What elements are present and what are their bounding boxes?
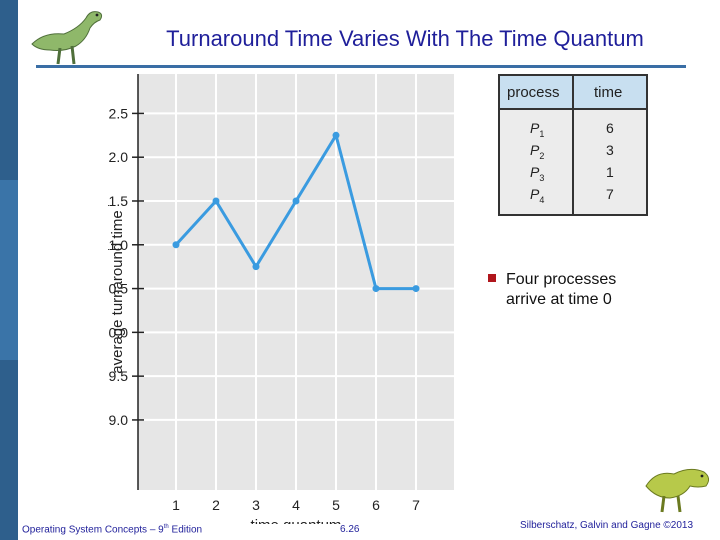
time-column-header: time <box>594 84 623 101</box>
y-tick-label: 12.5 <box>108 105 128 121</box>
process-time: 3 <box>606 142 614 158</box>
y-tick-label: 9.5 <box>109 368 129 384</box>
y-tick-label: 9.0 <box>109 412 129 428</box>
y-tick-label: 11.5 <box>108 193 128 209</box>
slide-sidebar <box>0 0 18 540</box>
data-point <box>412 285 420 293</box>
x-tick-label: 6 <box>372 497 380 513</box>
sidebar-segment <box>0 180 18 360</box>
process-table-divider <box>572 76 574 214</box>
bullet-point: Four processes arrive at time 0 <box>488 270 616 310</box>
x-axis-label: time quantum <box>251 517 342 524</box>
chart-svg: 9.0 9.5 10.0 10.5 11.0 11.5 12.0 12.5 1 2 3 4 5 6 7 tim… <box>101 74 454 534</box>
y-tick-label: 10.5 <box>108 281 128 297</box>
bullet-square-icon <box>488 274 496 282</box>
y-axis-label: average turnaround time <box>109 210 126 373</box>
process-name: P1 <box>530 120 545 139</box>
footer-authors: Silberschatz, Galvin and Gagne ©2013 <box>520 520 694 531</box>
process-time: 1 <box>606 164 614 180</box>
dinosaur-logo-icon <box>31 11 103 65</box>
bullet-text-line: arrive at time 0 <box>506 291 612 308</box>
y-tick-label: 12.0 <box>108 149 128 165</box>
process-name: P2 <box>530 142 545 161</box>
footer-book-title: Operating System Concepts – 9th Edition <box>22 524 203 536</box>
data-point <box>332 131 340 139</box>
data-point <box>372 285 380 293</box>
x-tick-label: 1 <box>172 497 180 513</box>
dinosaur-logo-icon <box>645 468 710 513</box>
process-table: process time P1 6 P2 3 P3 1 P4 7 <box>498 74 648 216</box>
turnaround-chart: 9.0 9.5 10.0 10.5 11.0 11.5 12.0 12.5 1 2 3 4 5 6 7 tim… <box>101 74 468 534</box>
process-column-header: process <box>507 84 560 101</box>
data-point <box>292 197 300 205</box>
slide-title: Turnaround Time Varies With The Time Qua… <box>166 26 644 51</box>
x-tick-label: 3 <box>252 497 260 513</box>
x-tick-label: 2 <box>212 497 220 513</box>
x-tick-label: 4 <box>292 497 300 513</box>
bullet-text-line: Four processes <box>506 271 617 288</box>
data-point <box>252 263 260 271</box>
process-time: 6 <box>606 120 614 136</box>
process-name: P4 <box>530 186 545 205</box>
data-point <box>212 197 220 205</box>
x-tick-label: 5 <box>332 497 340 513</box>
process-name: P3 <box>530 164 545 183</box>
sidebar-segment <box>0 0 18 180</box>
y-tick-label: 10.0 <box>108 324 128 340</box>
x-tick-label: 7 <box>412 497 420 513</box>
footer-page-number: 6.26 <box>340 524 360 535</box>
data-point <box>172 241 180 249</box>
y-tick-label: 11.0 <box>108 237 128 253</box>
sidebar-segment <box>0 360 18 540</box>
title-divider <box>36 65 686 68</box>
process-time: 7 <box>606 186 614 202</box>
